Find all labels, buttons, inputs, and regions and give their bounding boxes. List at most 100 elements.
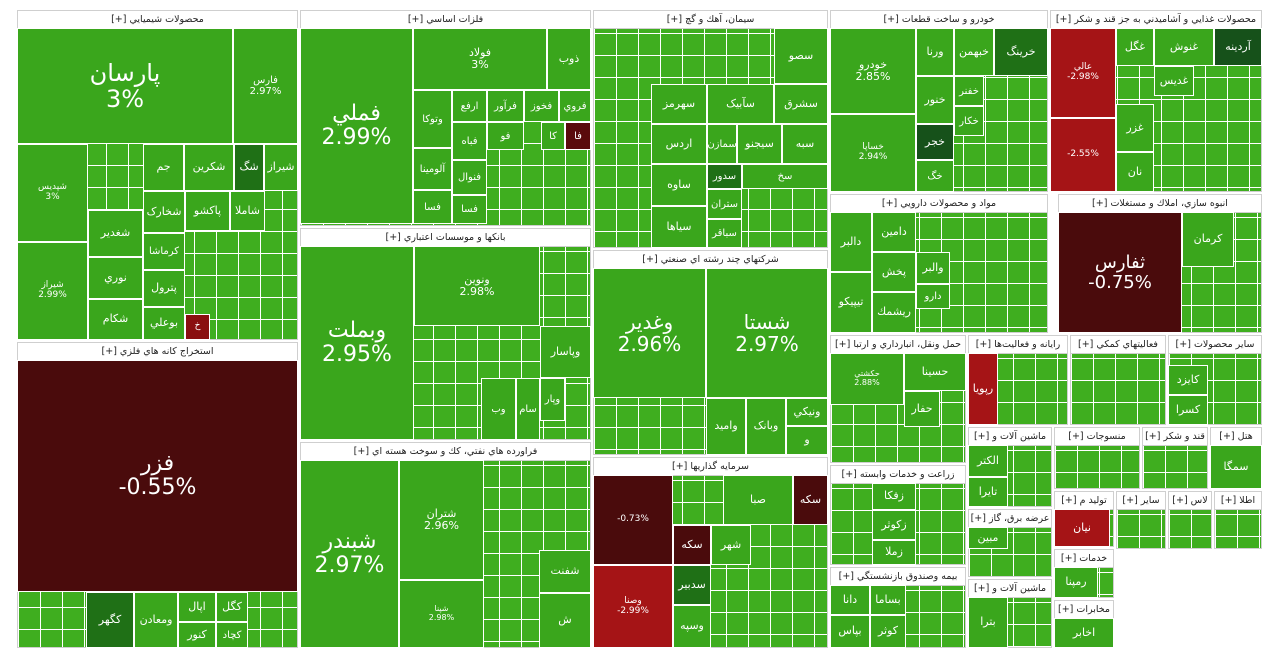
stock-name: شفنت	[550, 564, 580, 578]
stock-tile: آلومينا	[413, 148, 452, 190]
stock-tile: ساوه	[651, 164, 707, 206]
sector-title: فلزات اساسي [+]	[301, 11, 590, 29]
stock-name: ريشمك	[877, 305, 911, 319]
stock-name: خنور	[924, 92, 946, 106]
stock-name: خودرو	[858, 57, 887, 71]
stock-name: زملا	[885, 545, 903, 559]
stock-name: شکرين	[192, 160, 226, 174]
stock-name: بترا	[980, 615, 996, 629]
stock-tile: سمگا	[1210, 445, 1262, 489]
stock-name: فخوز	[530, 100, 553, 112]
stock-tile: بوعلي	[143, 307, 185, 340]
stock-name: والبر	[922, 260, 944, 274]
stock-tile: وبانک	[746, 398, 786, 455]
stock-tile: رمپنا	[1054, 567, 1098, 598]
stock-tile: نيان	[1054, 509, 1110, 547]
stock-tile: وبملت 2.95%	[300, 246, 414, 440]
stock-tile: خنور	[916, 76, 954, 124]
stock-name: کنور	[187, 627, 207, 641]
stock-name: مبين	[977, 530, 999, 544]
stock-tile: حکشتي 2.88%	[830, 353, 904, 405]
stock-tile: کايزد	[1168, 365, 1208, 395]
sector-title: مواد و محصولات دارويي [+]	[831, 195, 1047, 213]
stock-name: خجر	[925, 134, 945, 148]
stock-name: دامين	[881, 224, 907, 238]
sector: ساير [+]	[1116, 491, 1166, 549]
stock-tile: خکار	[954, 106, 984, 136]
stock-tile: فسا	[452, 195, 487, 224]
stock-tile: خبهمن	[954, 28, 994, 76]
stock-name: شپدیس	[38, 182, 67, 193]
stock-change: -0.55%	[118, 475, 197, 500]
stock-name: فا	[574, 130, 582, 142]
stock-name: کا	[549, 130, 557, 142]
stock-name: واميد	[714, 419, 738, 433]
stock-tile: شیراز 2.99%	[17, 242, 88, 340]
stock-name: وتوکا	[422, 113, 443, 125]
stock-name: اخابر	[1072, 625, 1096, 639]
sector-title: محصولات شيميايي [+]	[18, 11, 297, 29]
stock-tile: اردس	[651, 124, 707, 164]
stock-name: دالبر	[840, 234, 862, 248]
stock-change: 2.96%	[424, 519, 459, 532]
stock-name: وصنا	[624, 595, 642, 606]
stock-name: فرآور	[494, 100, 517, 112]
stock-name: فولاد	[468, 45, 492, 59]
sector-title: حمل ونقل، انبارداري و ارتبا [+]	[831, 336, 965, 354]
stock-tile: حفار	[904, 391, 940, 427]
sector-title: مخابرات [+]	[1055, 601, 1113, 619]
stock-tile: شفنت	[539, 550, 591, 593]
stock-name: بساما	[875, 592, 901, 606]
stock-tile: فملي 2.99%	[300, 28, 413, 224]
stock-tile: دامين	[872, 212, 916, 252]
stock-tile: پارسان 3%	[17, 28, 233, 144]
stock-name: خگ	[927, 170, 943, 182]
stock-name: ثفارس	[1094, 251, 1146, 273]
sector-title: ساير [+]	[1117, 492, 1165, 510]
stock-change: 3%	[471, 58, 489, 71]
sector-title: بانکها و موسسات اعتباري [+]	[301, 229, 590, 247]
stock-name: کسرا	[1175, 402, 1201, 416]
stock-name: سدبير	[678, 577, 706, 591]
stock-name: فملي	[332, 100, 381, 126]
stock-tile: -0.73%	[593, 475, 673, 565]
stock-tile: غزر	[1116, 104, 1154, 152]
stock-tile: شپدیس 3%	[17, 144, 88, 242]
stock-tile: ثفارس -0.75%	[1058, 212, 1182, 333]
stock-tile: وپار	[540, 378, 565, 421]
stock-change: -2.55%	[1067, 149, 1099, 160]
stock-tile: سدبير	[673, 565, 711, 605]
stock-tile: وصنا -2.99%	[593, 565, 673, 648]
stock-name: حسينا	[921, 364, 949, 378]
stock-name: فزر	[140, 450, 175, 476]
stock-tile: کگهر	[86, 592, 134, 648]
stock-name: کرماشا	[148, 246, 180, 257]
stock-name: سشرق	[784, 96, 818, 110]
sector-title: خدمات [+]	[1055, 550, 1113, 568]
stock-tile: سخ	[742, 164, 828, 189]
stock-name: کرمان	[1193, 232, 1223, 246]
stock-change: 3%	[45, 192, 60, 202]
stock-tile: سکه	[793, 475, 828, 525]
sector-title: ساير محصولات [+]	[1169, 336, 1261, 354]
stock-name: ذوب	[558, 51, 580, 65]
stock-name: سدور	[712, 171, 737, 182]
stock-name: غنوش	[1169, 39, 1199, 53]
stock-tile: کنور	[178, 622, 216, 648]
stock-tile: فسا	[413, 190, 452, 224]
stock-tile: سباقر	[707, 219, 742, 248]
stock-tile: وغدير 2.96%	[593, 268, 706, 398]
stock-name: بوعلي	[149, 316, 179, 330]
stock-name: سياها	[666, 219, 692, 233]
stock-tile: غگل	[1116, 28, 1154, 66]
stock-tile: خگ	[916, 160, 954, 192]
stock-tile: سکه	[673, 525, 711, 565]
stock-name: سمگا	[1223, 459, 1249, 473]
stock-tile: خودرو 2.85%	[830, 28, 916, 114]
stock-name: خساپا	[862, 142, 884, 153]
stock-name: نوري	[104, 270, 127, 284]
stock-tile: کوثر	[870, 615, 906, 648]
stock-tile: شکرين	[184, 144, 234, 191]
stock-name: حکشتي	[854, 369, 880, 379]
